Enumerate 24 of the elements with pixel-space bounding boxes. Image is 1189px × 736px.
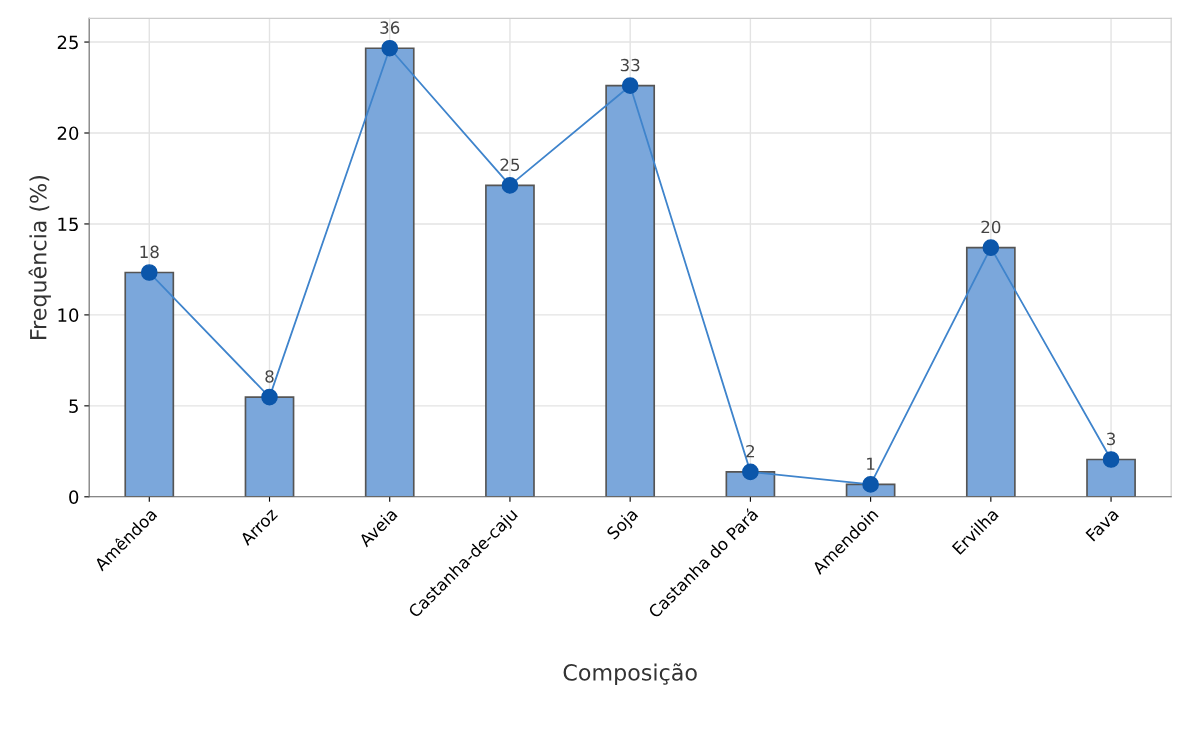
bar <box>244 396 295 497</box>
bar <box>485 184 535 497</box>
bar <box>1086 458 1136 497</box>
annotation: 18 <box>140 245 159 259</box>
bar <box>605 84 656 497</box>
y-tick-label: 20 <box>57 126 79 141</box>
annotation: 33 <box>620 58 640 72</box>
y-tick-label: 0 <box>69 490 79 504</box>
y-axis-title: Frequência (%) <box>28 176 51 339</box>
y-tick-label: 10 <box>58 308 79 323</box>
annotation: 3 <box>1107 432 1116 446</box>
annotation: 8 <box>265 370 274 383</box>
bar <box>364 47 415 497</box>
annotation: 1 <box>867 457 875 470</box>
annotation: 20 <box>981 220 1001 234</box>
x-axis-title: Composição <box>563 663 697 686</box>
y-tick-label: 15 <box>58 217 78 232</box>
bar <box>965 246 1016 497</box>
annotation: 36 <box>380 21 400 34</box>
annotation: 2 <box>746 444 755 458</box>
bar <box>124 271 175 497</box>
y-tick-label: 25 <box>57 35 78 50</box>
annotation: 25 <box>500 158 520 172</box>
y-tick-label: 5 <box>69 399 78 413</box>
